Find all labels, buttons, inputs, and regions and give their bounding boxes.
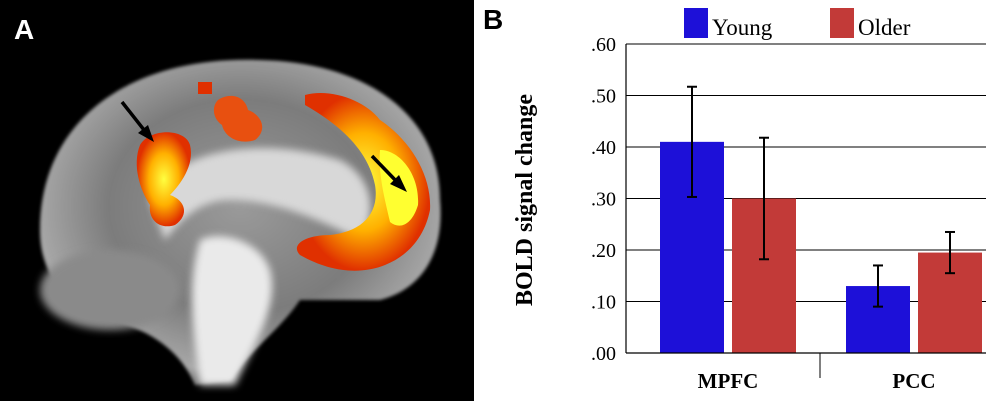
panel-a-label: A (14, 14, 35, 45)
y-tick-label: .50 (591, 86, 616, 108)
y-tick-label: .00 (591, 343, 616, 365)
error-bar (945, 230, 955, 275)
y-tick-label: .10 (591, 292, 616, 314)
activation-blob (213, 95, 263, 142)
error-bar (873, 264, 883, 308)
category-label-pcc: PCC (892, 369, 935, 393)
legend-label-young: Young (712, 15, 773, 40)
error-bar (759, 136, 769, 261)
brainstem (192, 236, 272, 385)
legend: Young Older (684, 8, 911, 40)
brain-mri-image (40, 59, 441, 385)
y-tick-labels: .00 .10 .20 .30 .40 .50 .60 (591, 34, 616, 365)
bars (660, 85, 982, 353)
legend-label-older: Older (858, 15, 911, 40)
arrow-icon (120, 100, 154, 142)
bar-chart: .00 .10 .20 .30 .40 .50 .60 MPFC PCC Young Older… (512, 8, 986, 393)
brain-mri-panel (0, 0, 474, 401)
arrow-icon (370, 154, 407, 192)
y-tick-label: .40 (591, 137, 616, 159)
y-tick-label: .60 (591, 34, 616, 56)
activation-blob (198, 82, 212, 94)
category-labels: MPFC PCC (698, 369, 936, 393)
legend-swatch-young (684, 8, 708, 38)
pcc-activation (136, 132, 191, 227)
corpus-callosum (150, 148, 371, 240)
mpfc-activation (296, 92, 431, 271)
y-tick-label: .30 (591, 189, 616, 211)
category-label-mpfc: MPFC (698, 369, 759, 393)
panel-b-label: B (483, 4, 504, 35)
axes (625, 44, 986, 378)
legend-swatch-older (830, 8, 854, 38)
y-tick-label: .20 (591, 240, 616, 262)
y-axis-label: BOLD signal change (512, 94, 538, 306)
cerebellum (40, 250, 180, 330)
error-bar (687, 85, 697, 198)
